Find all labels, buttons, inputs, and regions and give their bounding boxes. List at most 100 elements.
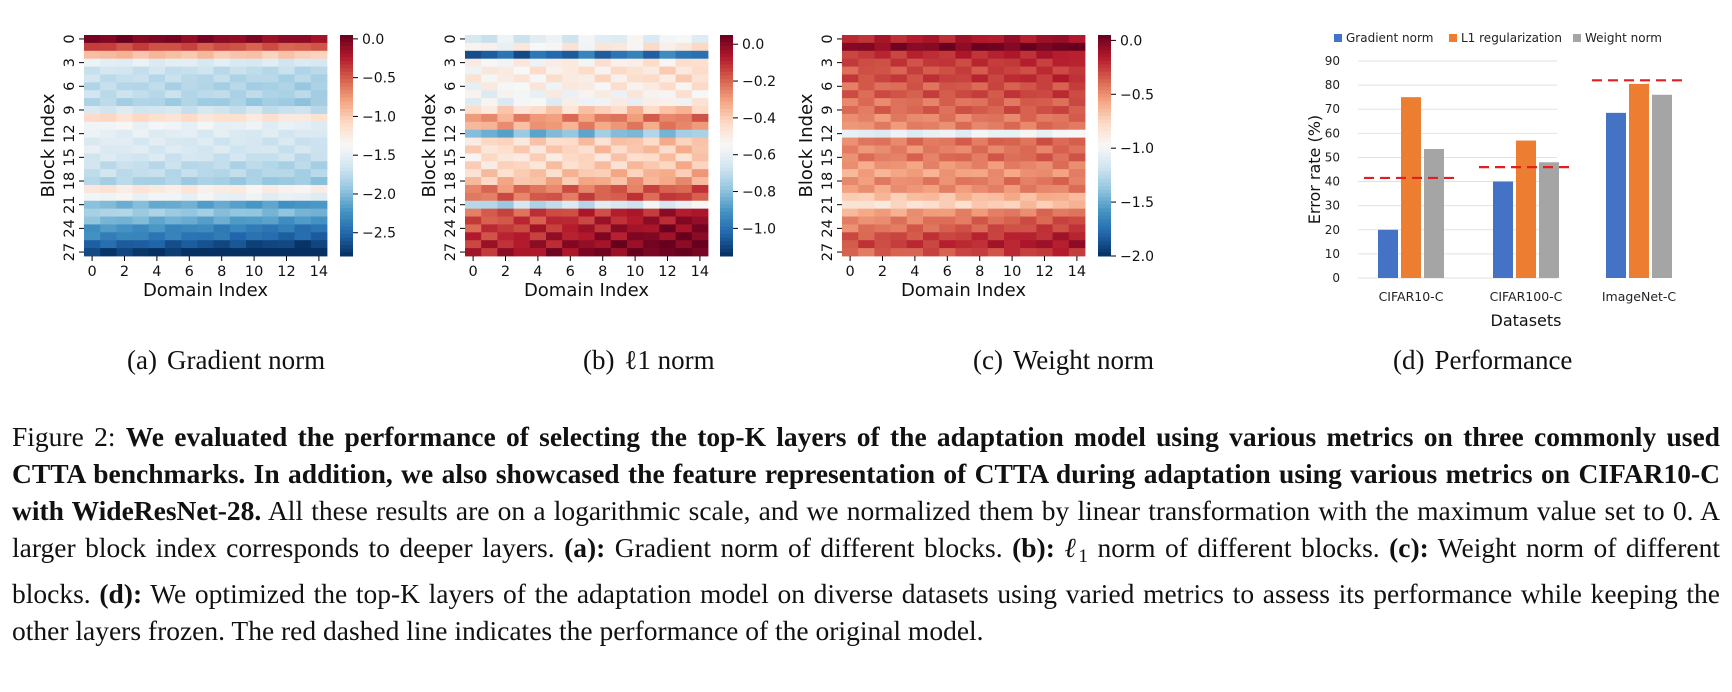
heatmap-cell <box>874 184 891 194</box>
heatmap-cell <box>675 169 693 178</box>
heatmap-cell <box>1036 161 1053 170</box>
heatmap-cell <box>955 184 972 194</box>
heatmap-cell <box>529 82 547 91</box>
heatmap-cell <box>906 184 924 194</box>
heatmap-cell <box>1068 161 1086 170</box>
heatmap-cell <box>594 58 612 67</box>
heatmap-cell <box>246 240 263 249</box>
caption-d: (d) Performance <box>1393 345 1572 376</box>
heatmap-cell <box>1036 208 1053 217</box>
heatmap-cell <box>1020 208 1037 217</box>
heatmap-cell <box>497 121 514 131</box>
heatmap-cell <box>971 184 989 194</box>
heatmap-cell <box>529 169 547 178</box>
heatmap-cell <box>675 35 693 44</box>
colorbar-segment <box>340 116 353 121</box>
heatmap-cell <box>890 74 908 83</box>
heatmap-cell <box>546 248 563 257</box>
heatmap-cell <box>513 200 531 210</box>
heatmap-cell <box>165 153 182 162</box>
heatmap-cell <box>1068 82 1086 91</box>
heatmap-cell <box>278 58 295 67</box>
heatmap-cell <box>262 74 279 83</box>
heatmap-cell <box>278 66 295 75</box>
heatmap-cell <box>1036 121 1053 131</box>
heatmap-cell <box>1036 113 1053 123</box>
heatmap-cell <box>971 153 989 162</box>
heatmap-cell <box>481 153 498 162</box>
heatmap-cell <box>643 35 660 44</box>
heatmap-cell <box>906 58 924 67</box>
heatmap-cell <box>1020 169 1037 178</box>
heatmap-cell <box>971 35 989 44</box>
heatmap-cell <box>610 121 628 131</box>
caption-d-ref: (d): <box>99 577 143 609</box>
heatmap-cell <box>594 216 612 225</box>
heatmap-cell <box>100 106 117 115</box>
colorbar-segment <box>720 101 733 106</box>
heatmap-cell <box>987 82 1005 91</box>
heatmap-cell <box>923 74 940 83</box>
heatmap-cell <box>181 90 198 99</box>
heatmap-cell <box>148 177 166 186</box>
heatmap-cell <box>262 58 279 67</box>
heatmap-cell <box>987 42 1005 52</box>
heatmap-cell <box>923 90 940 99</box>
heatmap-cell <box>627 232 644 241</box>
heatmap-cell <box>906 224 924 233</box>
heatmap-cell <box>842 113 859 123</box>
heatmap-cell <box>181 161 198 170</box>
heatmap-cell <box>229 58 247 67</box>
heatmap-cell <box>148 113 166 123</box>
heatmap-cell <box>100 74 117 83</box>
heatmap-cell <box>594 224 612 233</box>
heatmap-cell <box>659 200 676 210</box>
heatmap-cell <box>659 145 676 154</box>
heatmap-cell <box>213 113 231 123</box>
heatmap-cell <box>594 232 612 241</box>
heatmap-cell <box>246 232 263 241</box>
heatmap-cell <box>675 224 693 233</box>
heatmap-cell <box>610 90 628 99</box>
heatmap-cell <box>465 137 482 146</box>
heatmap-cell <box>1004 106 1021 115</box>
heatmap-cell <box>939 129 956 138</box>
heatmap-cell <box>906 177 924 186</box>
heatmap-cell <box>132 216 150 225</box>
heatmap-cell <box>148 224 166 233</box>
heatmap-cell <box>481 192 498 202</box>
heatmap-cell <box>481 113 498 123</box>
heatmap-cell <box>1020 200 1037 210</box>
heatmap-cell <box>310 113 328 123</box>
heatmap-cell <box>497 113 514 123</box>
heatmap-cell <box>874 161 891 170</box>
heatmap-cell <box>906 161 924 170</box>
heatmap-cell <box>1052 82 1070 91</box>
heatmap-cell <box>181 58 198 67</box>
heatmap-cell <box>229 145 247 154</box>
heatmap-cell <box>610 145 628 154</box>
heatmap-cell <box>132 169 150 178</box>
x-tick-label: 14 <box>691 264 709 280</box>
heatmap-cell <box>246 42 263 52</box>
heatmap-cell <box>1068 98 1086 107</box>
heatmap-cell <box>691 240 709 249</box>
heatmap-cell <box>691 129 709 138</box>
heatmap-cell <box>627 74 644 83</box>
colorbar-segment <box>340 141 353 146</box>
heatmap-cell <box>594 153 612 162</box>
heatmap-cell <box>1052 66 1070 75</box>
heatmap-cell <box>481 137 498 146</box>
heatmap-cell <box>294 192 312 202</box>
heatmap-cell <box>675 90 693 99</box>
heatmap-cell <box>546 74 563 83</box>
heatmap-cell <box>481 184 498 194</box>
heatmap-cell <box>278 121 295 131</box>
heatmap-cell <box>691 232 709 241</box>
heatmap-cell <box>594 177 612 186</box>
heatmap-cell <box>100 113 117 123</box>
heatmap-cell <box>116 200 133 210</box>
heatmap-cell <box>262 113 279 123</box>
heatmap-cell <box>246 184 263 194</box>
x-tick-label: 0 <box>87 264 96 280</box>
